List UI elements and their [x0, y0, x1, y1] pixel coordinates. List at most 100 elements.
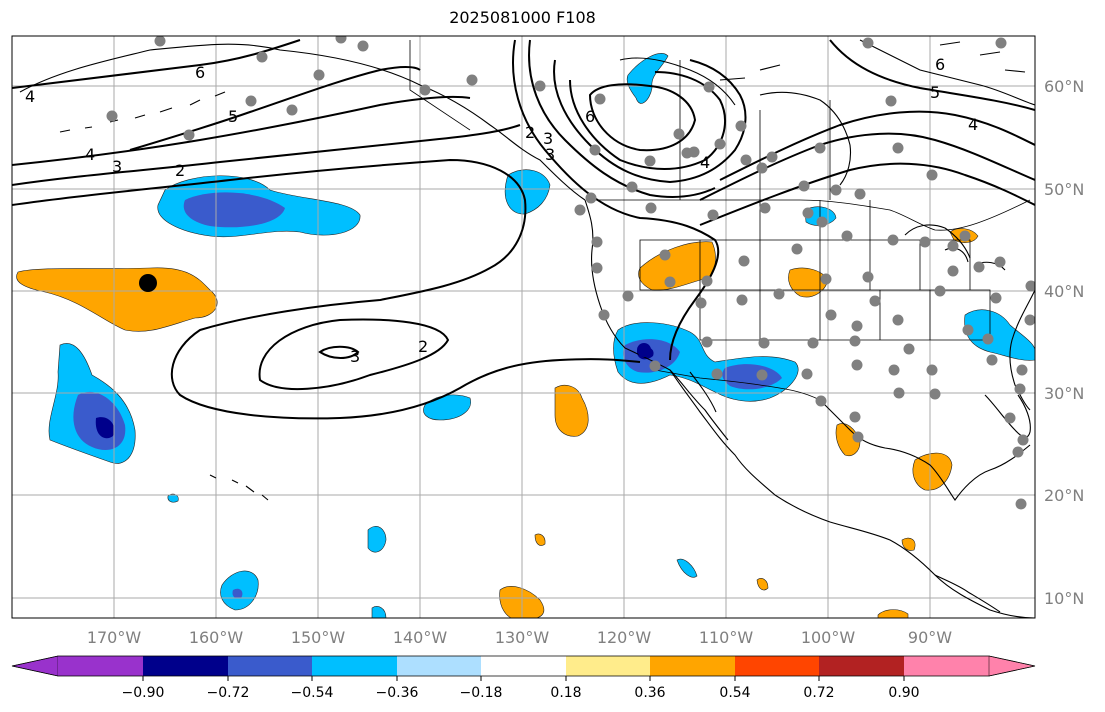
station-marker — [183, 129, 195, 141]
map-frame — [11, 35, 1036, 619]
station-marker — [645, 202, 657, 214]
hawaiian-islands — [209, 474, 269, 501]
station-marker — [986, 354, 998, 366]
station-marker — [591, 262, 603, 274]
lat-label: 50°N — [1044, 180, 1084, 199]
station-marker — [106, 110, 118, 122]
station-marker — [820, 273, 832, 285]
colorbar-outline — [11, 655, 1036, 677]
shaded-anomaly-regions — [16, 53, 1035, 618]
colorbar-tick-label: −0.18 — [460, 685, 503, 701]
central-america — [934, 574, 1001, 613]
contour-line-3-inner — [318, 345, 360, 359]
station-marker — [926, 364, 938, 376]
colorbar-tick-label: −0.54 — [291, 685, 334, 701]
contour-labels: 6 5 4 3 2 3 2 4 3 2 3 6 4 6 5 4 — [25, 55, 978, 366]
colorbar-tick-label: −0.36 — [376, 685, 419, 701]
station-marker — [649, 360, 661, 372]
station-marker — [851, 359, 863, 371]
lon-label: 160°W — [189, 628, 244, 647]
station-marker — [1024, 314, 1035, 326]
station-marker — [585, 192, 597, 204]
colorbar-tick-label: −0.90 — [122, 685, 165, 701]
hudson-bay — [619, 57, 852, 186]
contour-label: 6 — [195, 63, 205, 82]
contour-label: 2 — [525, 123, 535, 142]
station-marker — [801, 368, 813, 380]
longitude-labels: 170°W 160°W 150°W 140°W 130°W 120°W 110°… — [87, 628, 952, 647]
station-marker — [711, 368, 723, 380]
latitude-labels: 60°N 50°N 40°N 30°N 20°N 10°N — [1044, 77, 1084, 608]
highlight-station-pacific — [139, 274, 157, 292]
station-marker — [959, 230, 971, 242]
station-marker — [659, 249, 671, 261]
contour-line-6-alaska — [12, 39, 301, 89]
anomaly-region-tropical-8 — [877, 609, 909, 618]
station-marker — [814, 142, 826, 154]
colorbar-segment — [566, 656, 650, 676]
contour-label: 3 — [543, 129, 553, 148]
greenland-coast — [859, 39, 1035, 106]
lat-label: 40°N — [1044, 282, 1084, 301]
anomaly-region-pacific-north-core — [183, 192, 285, 228]
anomaly-region-tropical-7 — [901, 537, 916, 551]
station-marker — [854, 188, 866, 200]
lon-label: 150°W — [291, 628, 346, 647]
contour-line-3-center — [258, 318, 450, 390]
lat-label: 60°N — [1044, 77, 1084, 96]
station-marker — [419, 84, 431, 96]
colorbar-segment — [397, 656, 481, 676]
anomaly-region-tropical-10 — [371, 606, 387, 618]
station-marker — [903, 343, 915, 355]
colorbar-segment — [481, 656, 566, 676]
colorbar-segment — [228, 656, 312, 676]
contour-label: 4 — [700, 153, 710, 172]
anomaly-region-tropical-2 — [367, 526, 387, 553]
contour-label: 4 — [85, 145, 95, 164]
station-marker — [664, 276, 676, 288]
station-marker — [673, 128, 685, 140]
station-marker — [995, 37, 1007, 49]
contour-line-3-canada — [528, 39, 716, 198]
graticule-gridlines — [12, 36, 1035, 618]
station-marker — [773, 288, 785, 300]
station-marker — [714, 138, 726, 150]
contour-line-3-east — [699, 162, 1035, 226]
station-marker — [735, 120, 747, 132]
station-marker — [707, 209, 719, 221]
station-marker — [286, 104, 298, 116]
colorbar-segment — [904, 656, 989, 676]
station-marker — [926, 169, 938, 181]
station-marker — [994, 256, 1006, 268]
station-marker — [816, 216, 828, 228]
station-marker — [1016, 364, 1028, 376]
station-marker — [862, 271, 874, 283]
colorbar-tick-label: −0.72 — [207, 685, 250, 701]
station-marker — [791, 243, 803, 255]
lon-label: 120°W — [597, 628, 652, 647]
colorbar-tick-label: 0.54 — [719, 685, 750, 701]
map-title: 2025081000 F108 — [449, 8, 596, 27]
station-marker — [798, 180, 810, 192]
lat-label: 10°N — [1044, 589, 1084, 608]
station-marker — [849, 335, 861, 347]
station-marker — [574, 204, 586, 216]
station-marker — [466, 74, 478, 86]
station-marker — [1012, 446, 1024, 458]
station-marker — [869, 295, 881, 307]
station-marker — [594, 93, 606, 105]
station-marker — [313, 69, 325, 81]
station-marker — [759, 202, 771, 214]
station-marker — [1025, 280, 1035, 292]
anomaly-region-texas — [835, 423, 861, 457]
colorbar-tick-label: 0.36 — [634, 685, 665, 701]
station-marker — [766, 151, 778, 163]
station-marker — [695, 297, 707, 309]
anomaly-region-southeast — [964, 309, 1035, 361]
contour-label: 4 — [968, 115, 978, 134]
station-marker — [701, 336, 713, 348]
contour-line-4-pacific — [12, 95, 471, 166]
contour-label: 5 — [930, 83, 940, 102]
anomaly-region-hudson — [626, 53, 669, 104]
